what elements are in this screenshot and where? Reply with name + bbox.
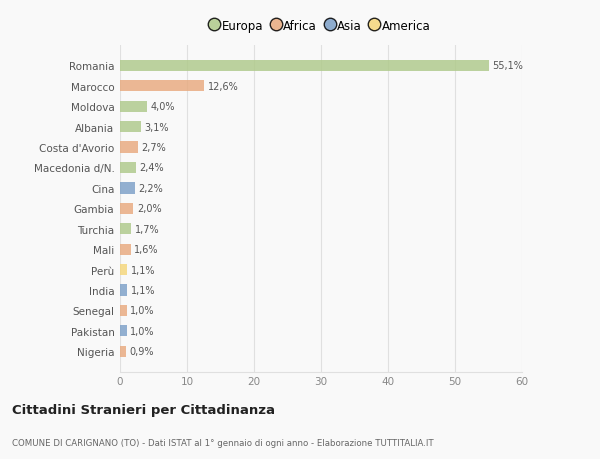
Text: 1,0%: 1,0%	[130, 326, 155, 336]
Bar	[120, 325, 127, 336]
Text: 1,1%: 1,1%	[131, 285, 155, 295]
Legend: Europa, Africa, Asia, America: Europa, Africa, Asia, America	[208, 16, 434, 36]
Text: 2,4%: 2,4%	[139, 163, 164, 173]
Bar	[120, 264, 127, 275]
Bar	[120, 203, 133, 214]
Text: 1,0%: 1,0%	[130, 306, 155, 316]
Bar	[120, 81, 205, 92]
Bar	[120, 224, 131, 235]
Text: 1,6%: 1,6%	[134, 245, 158, 255]
Text: 55,1%: 55,1%	[493, 62, 523, 71]
Text: 2,2%: 2,2%	[138, 184, 163, 194]
Text: 1,7%: 1,7%	[135, 224, 160, 234]
Text: Cittadini Stranieri per Cittadinanza: Cittadini Stranieri per Cittadinanza	[12, 403, 275, 416]
Text: 0,9%: 0,9%	[130, 347, 154, 356]
Text: 1,1%: 1,1%	[131, 265, 155, 275]
Bar	[120, 101, 147, 112]
Text: 2,0%: 2,0%	[137, 204, 161, 214]
Bar	[120, 183, 135, 194]
Bar	[120, 285, 127, 296]
Bar	[120, 244, 131, 255]
Bar	[120, 162, 136, 174]
Bar	[120, 122, 141, 133]
Bar	[120, 346, 126, 357]
Text: 2,7%: 2,7%	[142, 143, 166, 153]
Text: 12,6%: 12,6%	[208, 82, 239, 92]
Bar	[120, 305, 127, 316]
Text: 3,1%: 3,1%	[144, 123, 169, 132]
Bar	[120, 61, 489, 72]
Bar	[120, 142, 138, 153]
Text: COMUNE DI CARIGNANO (TO) - Dati ISTAT al 1° gennaio di ogni anno - Elaborazione : COMUNE DI CARIGNANO (TO) - Dati ISTAT al…	[12, 438, 434, 447]
Text: 4,0%: 4,0%	[150, 102, 175, 112]
